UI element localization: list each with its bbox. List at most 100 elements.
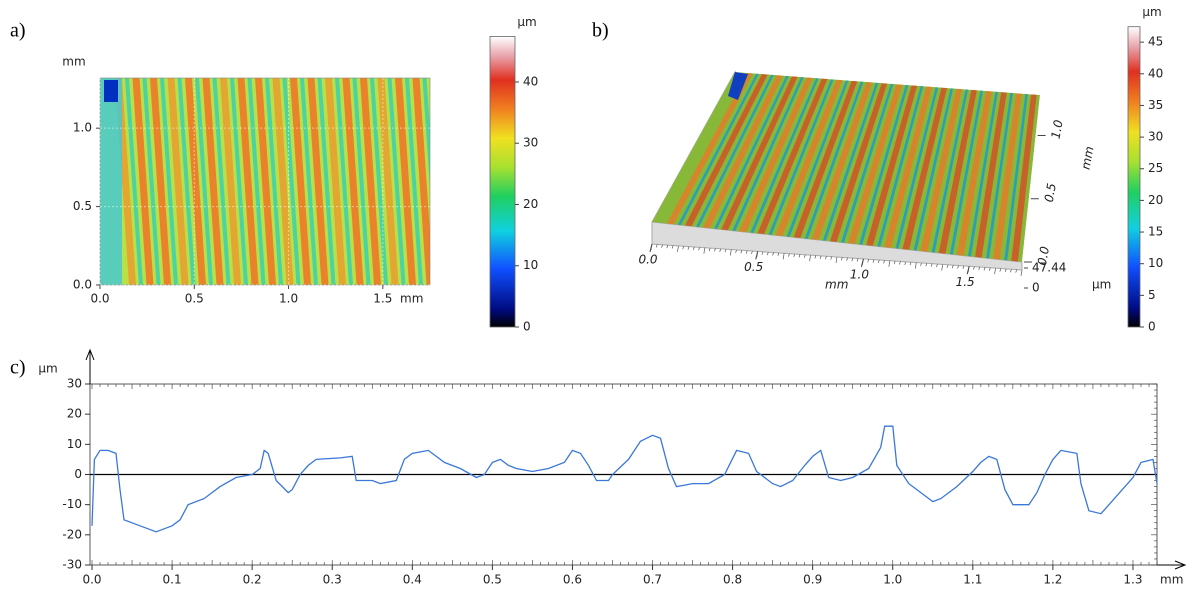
arrow-head: [85, 348, 95, 361]
y-tick-label: 0.5: [73, 199, 92, 213]
x-tick-label: 0.0: [638, 253, 657, 267]
minor-tick: [962, 265, 965, 270]
panel-label: a): [10, 20, 26, 42]
minor-tick: [883, 260, 885, 264]
minor-tick: [687, 246, 690, 250]
edge-dark: [104, 80, 118, 102]
minor-tick: [999, 268, 1002, 272]
colorbar-tick-label: 5: [1148, 288, 1156, 302]
y-axis-label: µm: [38, 362, 57, 376]
groove: [387, 78, 406, 285]
colorbar-tick-label: 30: [523, 136, 538, 150]
minor-tick: [914, 262, 917, 269]
x-tick-label: 1.0: [850, 267, 869, 281]
groove: [913, 88, 954, 251]
profile-line: [91, 425, 1158, 533]
colorbar-tick-label: 45: [1148, 35, 1163, 49]
y-tick-label: 10: [67, 437, 82, 451]
minor-tick: [941, 264, 944, 271]
minor-tick: [951, 265, 954, 269]
minor-tick: [814, 255, 817, 259]
colorbar-tick-label: 35: [1148, 98, 1163, 112]
minor-tick: [946, 264, 949, 268]
colorbar-tick-label: 10: [1148, 256, 1163, 270]
minor-tick: [840, 257, 843, 261]
minor-tick: [661, 244, 663, 248]
colorbar: [489, 36, 516, 328]
minor-tick: [936, 263, 938, 268]
minor-tick: [788, 253, 790, 257]
x-axis-label: mm: [825, 278, 848, 292]
groove: [804, 81, 864, 239]
minor-tick: [904, 261, 907, 265]
x-tick-label: 0.5: [185, 292, 204, 306]
ridge: [775, 79, 843, 237]
ridge: [811, 81, 873, 240]
ridge: [237, 78, 259, 285]
colorbar-tick-label: 20: [1148, 193, 1163, 207]
minor-tick: [724, 249, 727, 253]
x-tick-label: 1.1: [963, 573, 982, 587]
colorbar: [1127, 26, 1141, 328]
minor-tick: [719, 248, 722, 252]
ridge: [666, 72, 753, 225]
x-tick: [755, 251, 759, 260]
height-map: [100, 78, 430, 285]
groove: [177, 78, 196, 285]
ridge: [412, 78, 430, 285]
colorbar-title: µm: [517, 15, 536, 29]
minor-tick: [655, 244, 658, 248]
groove: [125, 78, 143, 285]
colorbar-tick-label: 25: [1148, 161, 1163, 175]
minor-tick: [766, 252, 769, 256]
ridge: [884, 86, 933, 248]
minor-tick: [899, 261, 901, 265]
ridge: [360, 78, 381, 285]
y-tick-label: 0.0: [1035, 245, 1052, 267]
x-tick-label: 0.6: [563, 573, 582, 587]
surface: [652, 72, 1040, 262]
corner-dark: [728, 72, 748, 100]
minor-tick: [978, 266, 981, 271]
groove: [967, 91, 998, 257]
minor-tick: [877, 259, 880, 264]
groove: [677, 73, 759, 226]
x-tick-label: 0.0: [82, 573, 101, 587]
groove: [841, 83, 894, 243]
groove: [949, 90, 983, 255]
minor-tick: [708, 247, 711, 252]
groove: [317, 78, 336, 285]
ridge: [866, 85, 918, 246]
ridge: [185, 78, 206, 285]
groove: [895, 87, 939, 249]
colorbar-tick-label: 20: [523, 197, 538, 211]
ridge: [938, 89, 977, 254]
groove: [405, 78, 423, 285]
x-tick-label: 1.5: [956, 275, 975, 289]
ridge: [829, 83, 888, 242]
x-tick-label: 0.9: [803, 573, 822, 587]
minor-tick: [729, 249, 732, 256]
groove: [768, 79, 834, 235]
minor-tick: [830, 256, 833, 260]
ridge: [255, 78, 276, 285]
y-tick-label: -10: [62, 497, 82, 511]
groove: [750, 78, 819, 233]
x-tick-label: 0.8: [723, 573, 742, 587]
y-axis-label: mm: [1079, 145, 1097, 170]
minor-tick: [671, 245, 674, 249]
ridge: [757, 78, 828, 235]
x-tick-label: 0.0: [90, 292, 109, 306]
ridge: [202, 78, 224, 285]
minor-tick: [925, 263, 928, 267]
ridge: [1011, 94, 1037, 262]
groove: [160, 78, 178, 285]
minor-tick: [1015, 269, 1018, 273]
minor-tick: [803, 254, 806, 258]
groove: [370, 78, 388, 285]
x-axis-label: mm: [1160, 573, 1183, 587]
minor-tick: [819, 255, 822, 259]
x-tick-label: 0.5: [744, 260, 763, 274]
colorbar-tick-label: 40: [1148, 66, 1163, 80]
